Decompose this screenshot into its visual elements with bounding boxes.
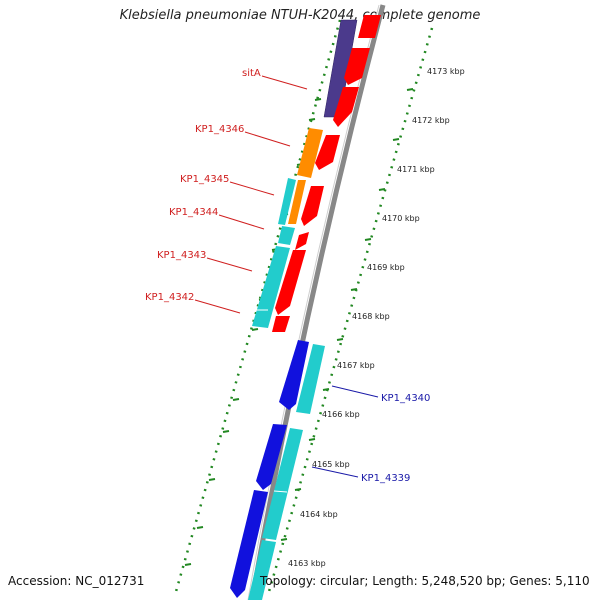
gene-label-sita: sitA xyxy=(242,68,261,79)
gene-label-leader xyxy=(331,385,379,398)
gene-block-cyan-3 xyxy=(252,246,290,328)
gene-label-kp1_4345: KP1_4345 xyxy=(180,174,229,185)
gene-arrow-red-2 xyxy=(344,48,370,85)
gene-label-kp1_4343: KP1_4343 xyxy=(157,250,206,261)
inner-ring-dash xyxy=(208,478,216,481)
gene-label-kp1_4342: KP1_4342 xyxy=(145,292,194,303)
outer-ring-dashes xyxy=(280,88,414,541)
gene-label-leader xyxy=(218,214,265,230)
gene-arrow-red-3 xyxy=(333,87,359,127)
gene-block-cyan-4 xyxy=(296,344,325,414)
genome-title: Klebsiella pneumoniae NTUH-K2044, comple… xyxy=(119,8,481,23)
gene-arrow-red-8 xyxy=(272,316,290,332)
gene-label-kp1_4344: KP1_4344 xyxy=(169,207,218,218)
gene-arrow-blue-1 xyxy=(279,340,309,410)
gene-arrow-red-7 xyxy=(275,250,306,315)
gene-block-orange-2 xyxy=(288,180,306,224)
outer-ring-dash xyxy=(294,488,302,491)
outer-ring-dash xyxy=(280,538,288,541)
scale-tick-label: 4173 kbp xyxy=(427,67,465,76)
outer-ring-dash xyxy=(364,238,372,241)
scale-tick-label: 4164 kbp xyxy=(300,510,338,519)
outer-ring-dash xyxy=(336,338,344,341)
inner-ring-dash xyxy=(184,563,192,566)
outer-ring-dash xyxy=(406,88,414,91)
genome-backbone xyxy=(249,4,386,600)
scale-tick-label: 4170 kbp xyxy=(382,214,420,223)
gene-arrow-red-4 xyxy=(315,135,340,170)
gene-arrow-blue-2 xyxy=(256,424,287,490)
gene-arrow-blue-3 xyxy=(230,490,268,598)
gene-block-cyan-divider-2 xyxy=(273,490,288,493)
scale-tick-label: 4168 kbp xyxy=(352,312,390,321)
outer-ring-dash xyxy=(350,288,358,291)
gene-block-cyan-6 xyxy=(248,540,276,600)
inner-ring-dashes xyxy=(184,98,322,566)
gene-labels: sitA KP1_4346 KP1_4345 KP1_4344 KP1_4343 KP1_… xyxy=(145,68,430,484)
topology-summary-text: Topology: circular; Length: 5,248,520 bp… xyxy=(260,574,590,588)
accession-text: Accession: NC_012731 xyxy=(8,574,145,588)
scale-tick-labels: 4173 kbp 4172 kbp 4171 kbp 4170 kbp 4169 kbp… xyxy=(288,67,465,568)
outer-ring-dash xyxy=(322,388,330,391)
scale-tick-label: 4165 kbp xyxy=(312,460,350,469)
inner-ring-dash xyxy=(232,398,240,401)
inner-ring-dash xyxy=(308,118,316,121)
gene-block-cyan-5 xyxy=(262,428,303,540)
gene-block-cyan-2 xyxy=(278,226,295,245)
scale-tick-label: 4167 kbp xyxy=(337,361,375,370)
gene-arrow-red-5 xyxy=(301,186,324,226)
gene-arrow-red-6 xyxy=(295,232,309,250)
scale-tick-label: 4171 kbp xyxy=(397,165,435,174)
inner-ring-dash xyxy=(314,98,322,101)
scale-tick-label: 4166 kbp xyxy=(322,410,360,419)
gene-label-leader xyxy=(244,131,291,147)
outer-ring-dash xyxy=(378,188,386,191)
outer-ring-dash xyxy=(308,438,316,441)
gene-arrow-red-1 xyxy=(358,15,381,38)
gene-label-leader xyxy=(261,75,308,90)
inner-ring-dash xyxy=(251,328,259,331)
inner-ring-dash xyxy=(196,526,204,529)
scale-tick-label: 4169 kbp xyxy=(367,263,405,272)
gene-label-leader xyxy=(311,466,359,478)
gene-block-orange-1 xyxy=(297,128,323,178)
inner-ring-dash xyxy=(222,430,230,433)
gene-block-cyan-1 xyxy=(278,178,296,225)
gene-label-leader xyxy=(206,257,253,272)
outer-ring-dash xyxy=(392,138,400,141)
gene-label-leader xyxy=(229,181,275,196)
gene-label-leader xyxy=(194,299,241,314)
gene-label-kp1_4346: KP1_4346 xyxy=(195,124,244,135)
gene-label-kp1_4339: KP1_4339 xyxy=(361,473,410,484)
gene-label-kp1_4340: KP1_4340 xyxy=(381,393,430,404)
scale-tick-label: 4172 kbp xyxy=(412,116,450,125)
scale-tick-label: 4163 kbp xyxy=(288,559,326,568)
